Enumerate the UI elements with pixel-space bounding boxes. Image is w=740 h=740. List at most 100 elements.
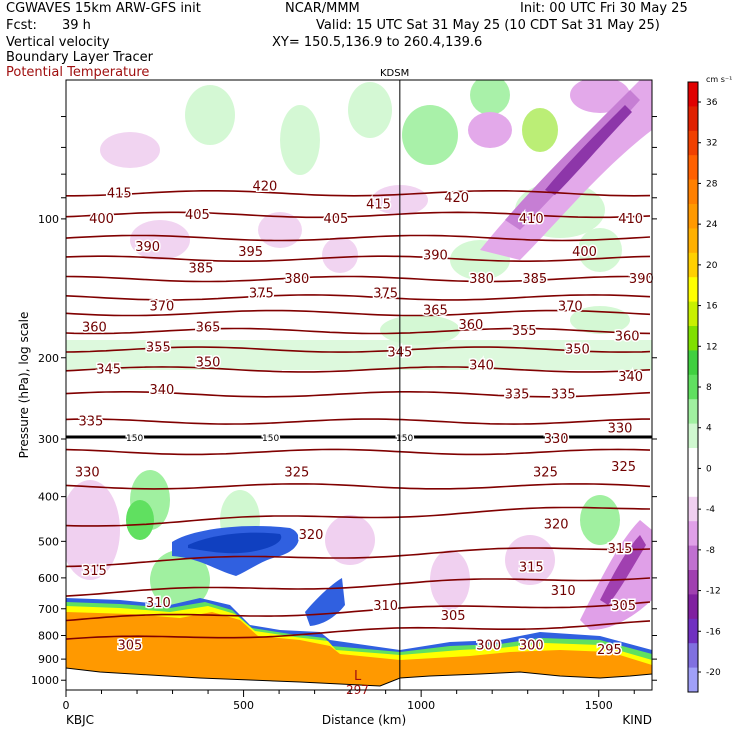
colorbar-label: 8	[706, 383, 712, 393]
colorbar-swatch	[688, 228, 698, 254]
theta-label: 325	[533, 466, 558, 481]
x-axis-label: Distance (km)	[322, 713, 406, 727]
x-tick-label: 1000	[407, 699, 435, 712]
theta-contour-line	[66, 275, 651, 283]
colorbar-swatch	[688, 667, 698, 693]
colorbar-label: -16	[706, 627, 721, 637]
theta-contour-line	[66, 620, 651, 640]
colorbar-label: 4	[706, 424, 712, 434]
theta-label: 350	[565, 343, 590, 358]
colorbar-label: 28	[706, 179, 718, 189]
theta-label: 335	[551, 387, 576, 402]
colorbar-swatch	[688, 423, 698, 449]
x-tick-label: 0	[63, 699, 70, 712]
colorbar-label: 32	[706, 139, 717, 149]
boundary-layer-tracer	[66, 598, 652, 690]
theta-label: 415	[107, 186, 132, 201]
colorbar-swatch	[688, 545, 698, 571]
theta-label: 405	[324, 212, 349, 227]
left-station-label: KBJC	[66, 713, 94, 727]
theta-label: 315	[608, 542, 633, 557]
theta-label: 405	[185, 208, 210, 223]
theta-label: 325	[284, 466, 309, 481]
shading-layer	[66, 80, 652, 690]
theta-label: 360	[82, 321, 107, 336]
theta-label: 340	[618, 370, 643, 385]
forecast-hour: 39 h	[62, 18, 91, 33]
colorbar-swatch	[688, 448, 698, 473]
theta-label: 360	[458, 318, 483, 333]
upper-velocity-patches	[66, 80, 652, 370]
colorbar-swatch	[688, 277, 698, 303]
theta-label: 370	[149, 300, 174, 315]
colorbar-swatch	[688, 204, 698, 229]
pressure-line-label: 150	[396, 434, 413, 444]
colorbar-swatch	[688, 155, 698, 181]
theta-label: 315	[519, 561, 544, 576]
theta-label: 380	[469, 272, 494, 287]
colorbar-swatch	[688, 496, 698, 522]
y-tick-label: 400	[38, 491, 59, 504]
colorbar-label: 0	[706, 464, 712, 474]
theta-label: 420	[444, 191, 469, 206]
x-axis: 0 500 1000 1500	[63, 690, 635, 712]
theta-label: 340	[149, 383, 174, 398]
center-label: NCAR/MMM	[285, 1, 360, 16]
theta-contour-line	[66, 366, 651, 373]
theta-label: 300	[519, 638, 544, 653]
xy-range: XY= 150.5,136.9 to 260.4,139.6	[272, 35, 483, 50]
colorbar-label: -8	[706, 546, 715, 556]
theta-label: 300	[476, 638, 501, 653]
theta-label: 340	[469, 359, 494, 374]
theta-label: 330	[608, 422, 633, 437]
y-tick-label: 300	[38, 433, 59, 446]
theta-contour-line	[66, 448, 651, 456]
theta-contour-line	[66, 255, 651, 262]
theta-contours	[66, 190, 651, 640]
y-tick-label: 1000	[31, 674, 59, 687]
colorbar-swatch	[688, 252, 698, 278]
theta-contour-line	[66, 483, 651, 490]
theta-label: 410	[618, 212, 643, 227]
colorbar-swatch	[688, 82, 698, 107]
theta-label: 375	[373, 286, 398, 301]
y-tick-label: 900	[38, 653, 59, 666]
colorbar-swatch	[688, 594, 698, 620]
y-tick-label: 200	[38, 352, 59, 365]
theta-label: 330	[75, 466, 100, 481]
theta-label: 320	[544, 518, 569, 533]
theta-contour-line	[66, 294, 651, 301]
valid-time: Valid: 15 UTC Sat 31 May 25 (10 CDT Sat …	[316, 18, 660, 33]
theta-label: 370	[558, 300, 583, 315]
colorbar-swatch	[688, 521, 698, 547]
theta-label: 380	[284, 272, 309, 287]
kdsm-label: KDSM	[380, 68, 409, 79]
theta-label: 305	[611, 599, 636, 614]
init-time: Init: 00 UTC Fri 30 May 25	[520, 1, 688, 16]
model-title: CGWAVES 15km ARW-GFS init	[6, 1, 201, 16]
field-potential-temperature: Potential Temperature	[6, 65, 150, 80]
colorbar-swatch	[688, 643, 698, 669]
theta-label: 335	[505, 387, 530, 402]
colorbar-label: -4	[706, 505, 715, 515]
colorbar-swatch	[688, 570, 698, 595]
theta-label: 360	[615, 330, 640, 345]
theta-label: 345	[96, 362, 121, 377]
field-vertical-velocity: Vertical velocity	[6, 35, 110, 50]
theta-contour-line	[66, 309, 651, 317]
theta-label: 400	[572, 245, 597, 260]
colorbar-label: 16	[706, 302, 718, 312]
right-station-label: KIND	[622, 713, 652, 727]
theta-labels: 415 420 415 420 400 405 405 410 410 390 395 385 390 4…	[73, 178, 655, 660]
theta-contour-line	[66, 547, 651, 568]
theta-label: 355	[146, 340, 171, 355]
colorbar-unit: cm s⁻¹	[706, 75, 732, 84]
theta-contour-line	[66, 211, 651, 219]
colorbar-label: 12	[706, 342, 717, 352]
colorbar-swatch	[688, 301, 698, 327]
theta-contour-line	[66, 577, 651, 597]
colorbar-swatch	[688, 130, 698, 156]
y-tick-label: 800	[38, 630, 59, 643]
low-marker: L	[354, 669, 362, 684]
